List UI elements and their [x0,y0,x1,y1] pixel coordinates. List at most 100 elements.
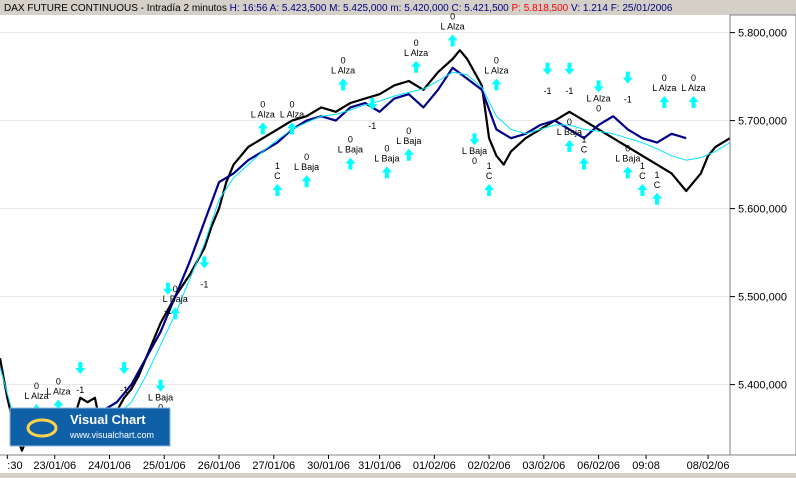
signal-value: -1 [624,95,632,105]
signal-arrow-icon [688,96,699,108]
plot-area[interactable] [0,15,730,455]
signal-label: L Alza [587,93,611,103]
x-tick-label: 03/02/06 [522,460,565,472]
signal-arrow-icon [345,157,356,170]
signal-marker: -1 [367,98,378,131]
instrument-name: DAX FUTURE CONTINUOUS - Intradía 2 minut… [4,3,673,14]
signal-value: -1 [543,86,551,96]
signal-arrow-icon [593,80,604,93]
signal-label: C [639,171,646,181]
header-field-1: A: 5.423,500 [267,3,326,14]
signal-arrow-icon [564,62,575,75]
signal-value: 0 [414,38,419,48]
visual-chart-logo: Visual Chart www.visualchart.com [9,407,171,447]
signal-label: L Alza [404,48,428,58]
signal-arrow-icon [53,399,64,412]
signal-arrow-icon [622,71,633,84]
signal-arrow-icon [491,78,502,91]
signal-arrow-icon [411,60,422,73]
x-tick-label: 25/01/06 [143,460,186,472]
x-axis-panel [0,455,796,473]
signal-arrow-icon [381,166,392,179]
signal-arrow-icon [162,282,173,295]
signal-arrow-icon [637,184,648,196]
signal-marker: C1 [272,161,283,196]
signal-value: -1 [164,306,172,316]
header: DAX FUTURE CONTINUOUS - Intradía 2 minut… [4,3,673,14]
y-tick-label: 5.500,000 [738,292,787,304]
signal-arrow-icon [564,140,575,152]
signal-arrow-icon [484,184,495,196]
header-field-5: P: 5.818,500 [509,3,569,14]
signal-value: 1 [654,170,659,180]
signal-value: 0 [472,156,477,166]
signal-arrow-icon [287,122,297,135]
signal-marker: C1 [484,161,495,196]
signal-arrow-icon [579,157,589,170]
signal-marker: C1 [637,161,648,196]
signal-marker: C1 [652,170,662,205]
signal-label: L Alza [441,21,465,31]
gridlines [0,32,730,386]
signal-value: -1 [120,385,128,395]
signal-value: 0 [567,117,572,127]
signal-value: 1 [581,135,586,145]
signal-arrow-icon [367,98,378,110]
signal-label: L Baja [148,393,173,403]
header-field-2: M: 5.425,000 [326,3,388,14]
signal-label: L Baja [163,294,188,304]
signal-value: 1 [275,161,280,171]
signal-arrow-icon [272,184,283,196]
y-tick-label: 5.800,000 [738,28,787,40]
x-tick-label: 02/02/06 [468,460,511,472]
signal-arrow-icon [652,192,662,205]
signal-value: 0 [662,73,667,83]
signal-value: 0 [34,381,39,391]
signal-label: L Baja [462,146,487,156]
signal-arrow-icon [542,62,553,75]
x-tick-label: 27/01/06 [252,460,295,472]
signal-value: 0 [56,377,61,387]
signal-label: L Alza [24,391,48,401]
signal-value: 0 [596,103,601,113]
signal-arrow-icon [469,133,480,146]
signal-value: -1 [368,121,376,131]
signal-value: -1 [565,86,573,96]
y-tick-label: 5.600,000 [738,204,787,216]
signal-label: L Baja [396,136,421,146]
signal-value: 0 [691,73,696,83]
signal-marker: C1 [579,135,589,170]
signal-label: L Alza [251,109,275,119]
x-tick-label: 26/01/06 [198,460,241,472]
signal-arrow-icon [659,96,670,108]
signal-label: L Alza [681,83,705,93]
signal-label: L Alza [652,83,676,93]
logo-title: Visual Chart [70,412,146,427]
x-tick-label: 09:08 [632,460,660,472]
x-tick-label: :30 [7,460,22,472]
signal-marker: -1 [162,282,173,316]
y-axis: 5.400,000 5.500,000 5.600,000 5.700,000 5.80… [729,14,796,456]
signal-label: L Baja [557,127,582,137]
signal-marker: -1 [199,256,210,289]
signal-arrow-icon [170,307,181,320]
signal-value: 0 [450,11,455,21]
signal-value: 0 [625,143,630,153]
signal-arrow-icon [119,362,130,374]
signal-value: 1 [487,161,492,171]
